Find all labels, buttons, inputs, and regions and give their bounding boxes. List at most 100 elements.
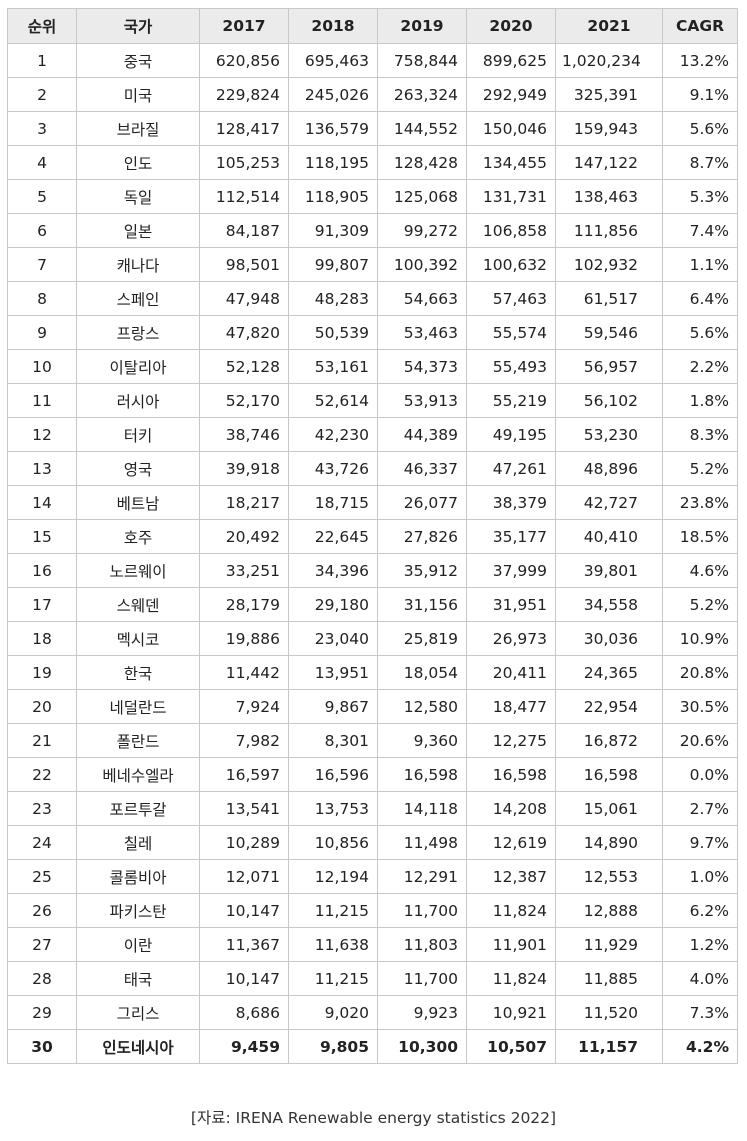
value-2020-cell: 16,598	[466, 757, 556, 792]
cagr-cell: 4.2%	[662, 1029, 738, 1064]
value-2018-cell: 9,020	[288, 995, 378, 1030]
value-2021-cell: 11,885	[555, 961, 663, 996]
table-row: 5 독일 112,514 118,905 125,068 131,731 138,463 5.…	[7, 179, 738, 214]
value-2019-cell: 9,923	[377, 995, 467, 1030]
value-2019-cell: 125,068	[377, 179, 467, 214]
value-2018-cell: 10,856	[288, 825, 378, 860]
table-row: 3 브라질 128,417 136,579 144,552 150,046 159,943 5…	[7, 111, 738, 146]
value-2021-cell: 24,365	[555, 655, 663, 690]
rank-cell: 27	[7, 927, 77, 962]
rank-cell: 8	[7, 281, 77, 316]
rank-cell: 28	[7, 961, 77, 996]
rank-cell: 12	[7, 417, 77, 452]
value-2019-cell: 14,118	[377, 791, 467, 826]
value-2021-cell: 42,727	[555, 485, 663, 520]
cagr-cell: 8.7%	[662, 145, 738, 180]
value-2018-cell: 53,161	[288, 349, 378, 384]
value-2020-cell: 11,901	[466, 927, 556, 962]
cagr-cell: 1.8%	[662, 383, 738, 418]
rank-cell: 2	[7, 77, 77, 112]
cagr-cell: 4.0%	[662, 961, 738, 996]
value-2018-cell: 9,867	[288, 689, 378, 724]
value-2018-cell: 18,715	[288, 485, 378, 520]
value-2019-cell: 44,389	[377, 417, 467, 452]
value-2018-cell: 695,463	[288, 43, 378, 78]
cagr-cell: 6.2%	[662, 893, 738, 928]
value-2021-cell: 11,157	[555, 1029, 663, 1064]
value-2020-cell: 100,632	[466, 247, 556, 282]
value-2021-cell: 102,932	[555, 247, 663, 282]
value-2020-cell: 10,921	[466, 995, 556, 1030]
value-2017-cell: 52,128	[199, 349, 289, 384]
value-2019-cell: 144,552	[377, 111, 467, 146]
table-row: 10 이탈리아 52,128 53,161 54,373 55,493 56,957 2.2%	[7, 349, 738, 384]
country-cell: 인도네시아	[76, 1029, 200, 1064]
country-cell: 독일	[76, 179, 200, 214]
country-cell: 브라질	[76, 111, 200, 146]
value-2017-cell: 229,824	[199, 77, 289, 112]
value-2019-cell: 53,463	[377, 315, 467, 350]
value-2019-cell: 25,819	[377, 621, 467, 656]
value-2017-cell: 47,948	[199, 281, 289, 316]
value-2019-cell: 54,373	[377, 349, 467, 384]
header-2017: 2017	[199, 8, 289, 44]
value-2017-cell: 16,597	[199, 757, 289, 792]
value-2019-cell: 12,580	[377, 689, 467, 724]
value-2021-cell: 12,553	[555, 859, 663, 894]
country-cell: 스페인	[76, 281, 200, 316]
value-2017-cell: 19,886	[199, 621, 289, 656]
table-row: 7 캐나다 98,501 99,807 100,392 100,632 102,932 1.1…	[7, 247, 738, 282]
value-2020-cell: 31,951	[466, 587, 556, 622]
header-country: 국가	[76, 8, 200, 44]
table-row: 2 미국 229,824 245,026 263,324 292,949 325,391 9.…	[7, 77, 738, 112]
value-2018-cell: 136,579	[288, 111, 378, 146]
value-2019-cell: 35,912	[377, 553, 467, 588]
cagr-cell: 5.2%	[662, 587, 738, 622]
table-row: 26 파키스탄 10,147 11,215 11,700 11,824 12,888 6.2%	[7, 893, 738, 928]
value-2020-cell: 12,619	[466, 825, 556, 860]
cagr-cell: 13.2%	[662, 43, 738, 78]
value-2017-cell: 10,289	[199, 825, 289, 860]
value-2017-cell: 7,924	[199, 689, 289, 724]
cagr-cell: 7.4%	[662, 213, 738, 248]
value-2020-cell: 12,387	[466, 859, 556, 894]
value-2021-cell: 56,957	[555, 349, 663, 384]
value-2020-cell: 10,507	[466, 1029, 556, 1064]
country-cell: 한국	[76, 655, 200, 690]
value-2020-cell: 57,463	[466, 281, 556, 316]
country-cell: 러시아	[76, 383, 200, 418]
value-2020-cell: 55,493	[466, 349, 556, 384]
country-cell: 칠레	[76, 825, 200, 860]
country-cell: 파키스탄	[76, 893, 200, 928]
table-row: 18 멕시코 19,886 23,040 25,819 26,973 30,036 10.9%	[7, 621, 738, 656]
value-2020-cell: 12,275	[466, 723, 556, 758]
value-2017-cell: 13,541	[199, 791, 289, 826]
value-2018-cell: 29,180	[288, 587, 378, 622]
value-2017-cell: 52,170	[199, 383, 289, 418]
value-2021-cell: 61,517	[555, 281, 663, 316]
rank-cell: 20	[7, 689, 77, 724]
cagr-cell: 7.3%	[662, 995, 738, 1030]
value-2021-cell: 16,598	[555, 757, 663, 792]
value-2018-cell: 13,753	[288, 791, 378, 826]
value-2018-cell: 50,539	[288, 315, 378, 350]
table-row: 6 일본 84,187 91,309 99,272 106,858 111,856 7.4%	[7, 213, 738, 248]
value-2017-cell: 11,367	[199, 927, 289, 962]
value-2021-cell: 138,463	[555, 179, 663, 214]
rank-cell: 6	[7, 213, 77, 248]
value-2019-cell: 11,803	[377, 927, 467, 962]
value-2021-cell: 147,122	[555, 145, 663, 180]
value-2018-cell: 118,195	[288, 145, 378, 180]
value-2019-cell: 54,663	[377, 281, 467, 316]
value-2020-cell: 11,824	[466, 893, 556, 928]
value-2019-cell: 12,291	[377, 859, 467, 894]
value-2017-cell: 33,251	[199, 553, 289, 588]
value-2021-cell: 34,558	[555, 587, 663, 622]
capacity-table: 순위 국가 2017 2018 2019 2020 2021 CAGR 1 중국 6…	[7, 8, 738, 1064]
value-2019-cell: 27,826	[377, 519, 467, 554]
table-row: 1 중국 620,856 695,463 758,844 899,625 1,020,234…	[7, 43, 738, 78]
cagr-cell: 5.3%	[662, 179, 738, 214]
header-2019: 2019	[377, 8, 467, 44]
country-cell: 프랑스	[76, 315, 200, 350]
value-2020-cell: 55,219	[466, 383, 556, 418]
